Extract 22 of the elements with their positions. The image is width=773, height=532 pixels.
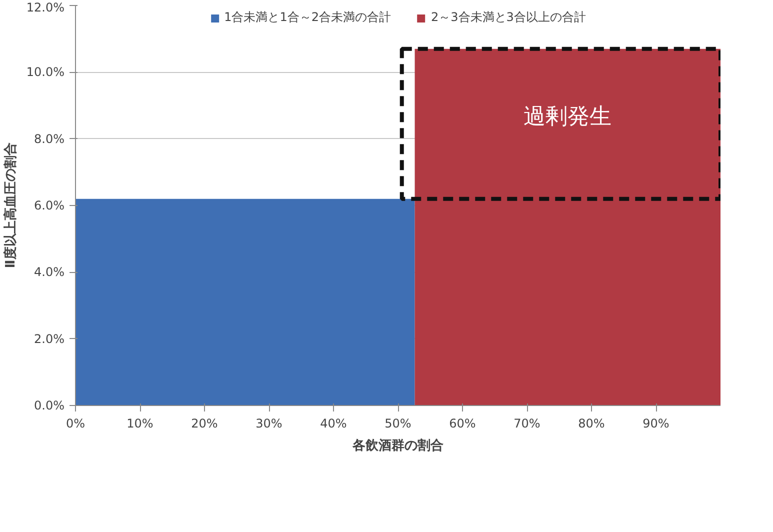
- y-tick-label: 4.0%: [34, 265, 65, 280]
- x-tick-label: 70%: [514, 416, 540, 430]
- x-tick-label: 30%: [256, 416, 282, 430]
- y-tick-label: 12.0%: [26, 0, 65, 14]
- y-tick-label: 6.0%: [34, 198, 65, 212]
- x-tick-label: 80%: [578, 416, 605, 430]
- x-tick-label: 20%: [191, 416, 218, 430]
- y-tick-label: 10.0%: [26, 65, 65, 80]
- x-axis-title: 各飲酒群の割合: [352, 438, 444, 454]
- y-tick-label: 0.0%: [34, 398, 65, 412]
- legend-label: 1合未満と1合～2合未満の合計: [224, 9, 391, 26]
- x-tick-label: 60%: [449, 416, 476, 430]
- x-tick-label: 90%: [642, 416, 670, 430]
- y-axis-title: Ⅱ度以上高血圧の割合: [2, 142, 18, 268]
- y-tick-label: 8.0%: [34, 132, 65, 146]
- x-tick-label: 50%: [384, 416, 412, 430]
- x-tick-label: 40%: [320, 416, 347, 430]
- legend-label: 2～3合未満と3合以上の合計: [431, 9, 586, 26]
- x-tick-label: 10%: [126, 416, 154, 430]
- y-tick-label: 2.0%: [34, 332, 65, 346]
- x-tick-label: 0%: [66, 416, 86, 430]
- annotation: 過剰発生: [524, 104, 612, 130]
